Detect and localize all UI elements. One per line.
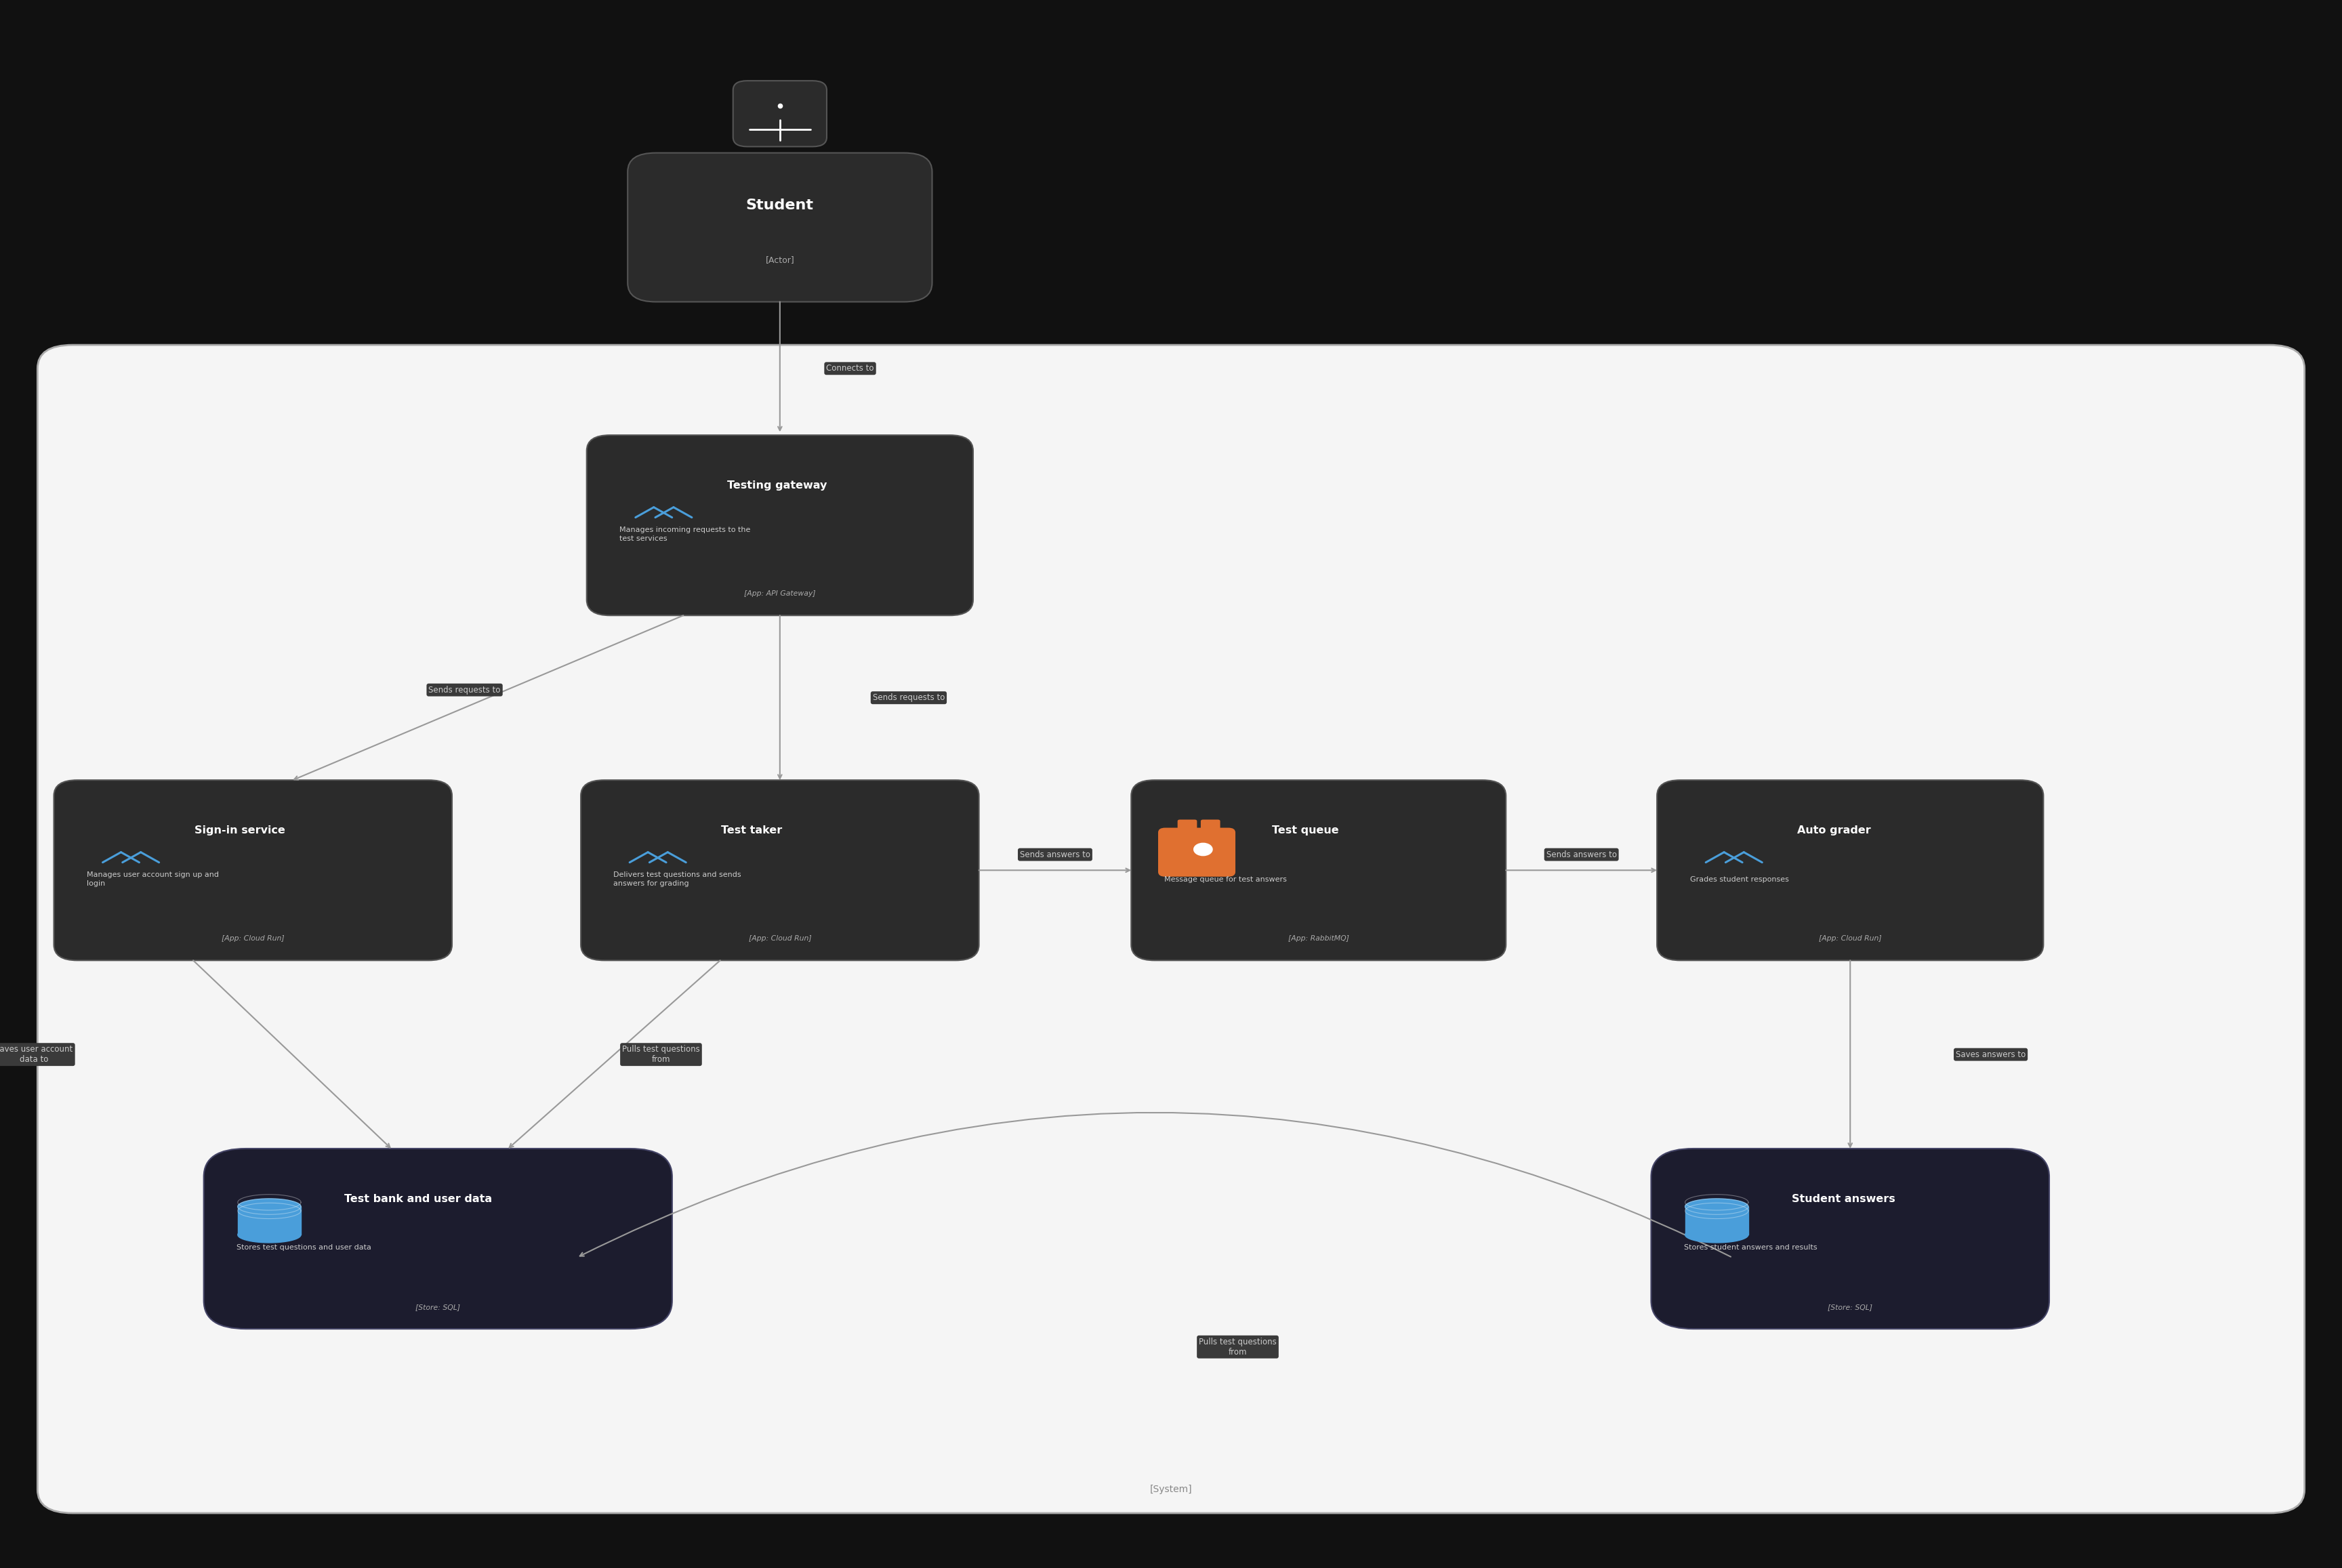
Text: [App: Cloud Run]: [App: Cloud Run] bbox=[1820, 936, 1881, 942]
FancyBboxPatch shape bbox=[204, 1148, 672, 1330]
FancyBboxPatch shape bbox=[1178, 820, 1197, 839]
FancyBboxPatch shape bbox=[628, 154, 932, 301]
FancyBboxPatch shape bbox=[1656, 779, 2042, 960]
Text: [System]: [System] bbox=[1150, 1485, 1192, 1494]
FancyBboxPatch shape bbox=[586, 434, 972, 615]
Text: Sign-in service: Sign-in service bbox=[194, 825, 286, 836]
Text: [App: Cloud Run]: [App: Cloud Run] bbox=[222, 936, 283, 942]
Text: Stores test questions and user data: Stores test questions and user data bbox=[237, 1245, 372, 1251]
FancyBboxPatch shape bbox=[1157, 828, 1234, 877]
FancyBboxPatch shape bbox=[733, 80, 827, 146]
FancyBboxPatch shape bbox=[37, 345, 2305, 1513]
FancyBboxPatch shape bbox=[1201, 820, 1220, 839]
Text: Delivers test questions and sends
answers for grading: Delivers test questions and sends answer… bbox=[614, 872, 742, 887]
Text: Testing gateway: Testing gateway bbox=[726, 480, 827, 491]
Text: [App: API Gateway]: [App: API Gateway] bbox=[745, 591, 815, 597]
Text: Message queue for test answers: Message queue for test answers bbox=[1164, 877, 1286, 883]
Polygon shape bbox=[1686, 1207, 1747, 1236]
FancyBboxPatch shape bbox=[54, 779, 452, 960]
Text: [Store: SQL]: [Store: SQL] bbox=[415, 1305, 461, 1311]
Polygon shape bbox=[1686, 1198, 1747, 1215]
Text: Grades student responses: Grades student responses bbox=[1689, 877, 1789, 883]
Text: Sends answers to: Sends answers to bbox=[1546, 850, 1616, 859]
Text: Test taker: Test taker bbox=[721, 825, 782, 836]
Text: Connects to: Connects to bbox=[827, 364, 874, 373]
Text: Test bank and user data: Test bank and user data bbox=[344, 1193, 492, 1204]
Text: [App: Cloud Run]: [App: Cloud Run] bbox=[749, 936, 810, 942]
Text: Test queue: Test queue bbox=[1272, 825, 1340, 836]
Polygon shape bbox=[239, 1207, 300, 1236]
Text: Sends answers to: Sends answers to bbox=[1019, 850, 1091, 859]
Text: Pulls test questions
from: Pulls test questions from bbox=[623, 1044, 700, 1065]
Circle shape bbox=[1194, 844, 1213, 856]
Text: [App: RabbitMQ]: [App: RabbitMQ] bbox=[1288, 936, 1349, 942]
Text: Sends requests to: Sends requests to bbox=[874, 693, 944, 702]
Polygon shape bbox=[1686, 1226, 1747, 1243]
Text: Student answers: Student answers bbox=[1792, 1193, 1895, 1204]
Text: Manages user account sign up and
login: Manages user account sign up and login bbox=[87, 872, 218, 887]
Text: Auto grader: Auto grader bbox=[1799, 825, 1871, 836]
Text: Manages incoming requests to the
test services: Manages incoming requests to the test se… bbox=[618, 527, 749, 543]
Text: Sends requests to: Sends requests to bbox=[429, 685, 501, 695]
Polygon shape bbox=[239, 1198, 300, 1215]
Text: Student: Student bbox=[747, 198, 813, 212]
Text: Pulls test questions
from: Pulls test questions from bbox=[1199, 1338, 1276, 1356]
Text: Saves user account
data to: Saves user account data to bbox=[0, 1044, 73, 1065]
Text: Saves answers to: Saves answers to bbox=[1956, 1051, 2026, 1058]
FancyBboxPatch shape bbox=[581, 779, 979, 960]
Text: [Store: SQL]: [Store: SQL] bbox=[1827, 1305, 1874, 1311]
FancyBboxPatch shape bbox=[1651, 1148, 2049, 1330]
Text: [Actor]: [Actor] bbox=[766, 256, 794, 265]
Text: Stores student answers and results: Stores student answers and results bbox=[1684, 1245, 1817, 1251]
FancyBboxPatch shape bbox=[1131, 779, 1506, 960]
Polygon shape bbox=[239, 1226, 300, 1243]
